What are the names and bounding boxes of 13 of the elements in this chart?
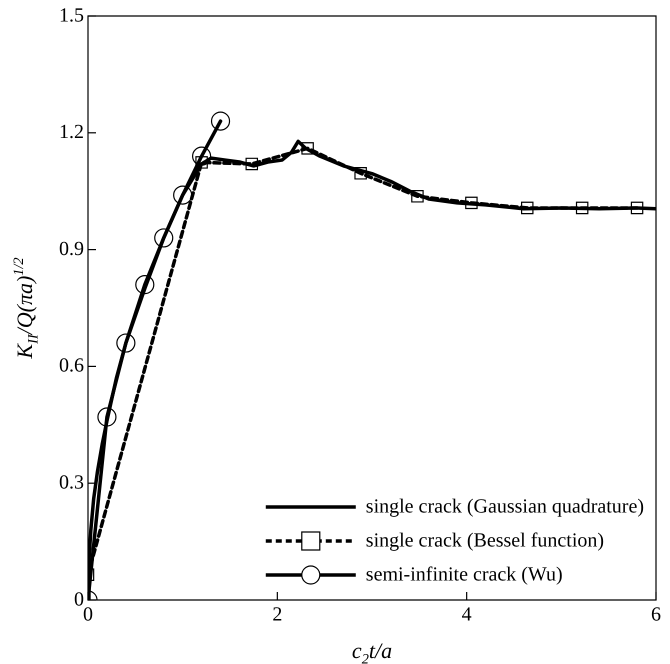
y-tick-label: 0 bbox=[74, 588, 84, 610]
y-axis-title: KII/Q(πa)1/2 bbox=[11, 257, 42, 360]
x-tick-label: 2 bbox=[272, 603, 282, 626]
legend-label: single crack (Gaussian quadrature) bbox=[366, 495, 644, 518]
x-tick-label: 4 bbox=[462, 603, 472, 626]
y-tick-label: 1.2 bbox=[59, 121, 84, 144]
y-tick-label: 0.9 bbox=[59, 238, 84, 260]
y-tick-label: 1.5 bbox=[59, 4, 84, 26]
legend-label: semi-infinite crack (Wu) bbox=[366, 563, 563, 586]
legend-label: single crack (Bessel function) bbox=[366, 529, 604, 552]
x-tick-label: 6 bbox=[651, 603, 661, 626]
y-tick-label: 0.6 bbox=[59, 354, 84, 377]
y-tick-label: 0.3 bbox=[59, 471, 84, 494]
